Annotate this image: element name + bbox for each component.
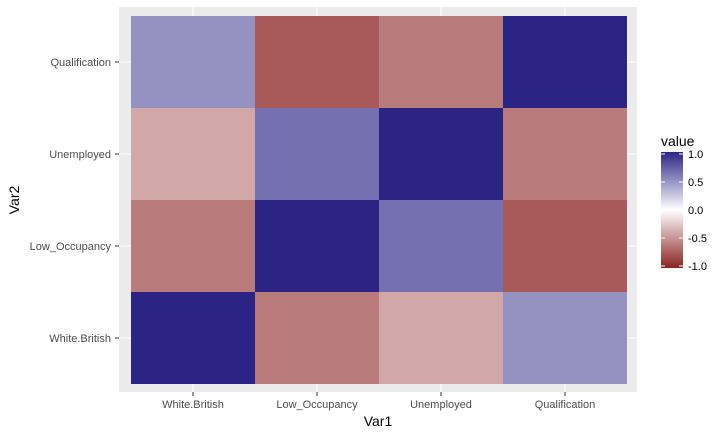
x-tick-label: White.British [162,399,224,411]
legend-colorbar [661,152,683,268]
y-tick-label: White.British [49,333,111,345]
legend-label: 1.0 [688,149,703,161]
heatmap-cell [503,292,627,384]
legend-label: -0.5 [688,233,707,245]
y-tick-labels: White.British Low_Occupancy Unemployed Qual… [30,57,112,345]
legend-label: 0.5 [688,177,703,189]
heatmap-cell [255,200,379,292]
heatmap-cell [131,108,255,200]
heatmap-cell [503,108,627,200]
heatmap-cell [379,108,503,200]
heatmap-cell [131,16,255,108]
heatmap-cell [503,200,627,292]
legend-label: 0.0 [688,205,703,217]
y-tick-label: Low_Occupancy [30,241,112,253]
heatmap-cell [131,200,255,292]
heatmap-cell [255,292,379,384]
heatmap-cell [131,292,255,384]
legend-label: -1.0 [688,261,707,273]
heatmap-cell [255,16,379,108]
heatmap-cell [379,16,503,108]
y-tick-label: Qualification [50,57,111,69]
y-axis-title: Var2 [6,186,22,215]
color-legend: value 1.0 0.5 0.0 -0.5 -1.0 [661,133,707,273]
y-tick-label: Unemployed [49,149,111,161]
legend-title: value [661,133,695,149]
heatmap-cell [379,200,503,292]
x-tick-label: Low_Occupancy [276,399,358,411]
heatmap-cell [255,108,379,200]
heatmap-cell [503,16,627,108]
heatmap-cells [131,16,627,384]
axis-ticks [115,61,566,396]
heatmap-cell [379,292,503,384]
x-tick-labels: White.British Low_Occupancy Unemployed Qual… [162,399,595,411]
x-tick-label: Unemployed [410,399,472,411]
x-tick-label: Qualification [535,399,596,411]
x-axis-title: Var1 [364,413,393,429]
